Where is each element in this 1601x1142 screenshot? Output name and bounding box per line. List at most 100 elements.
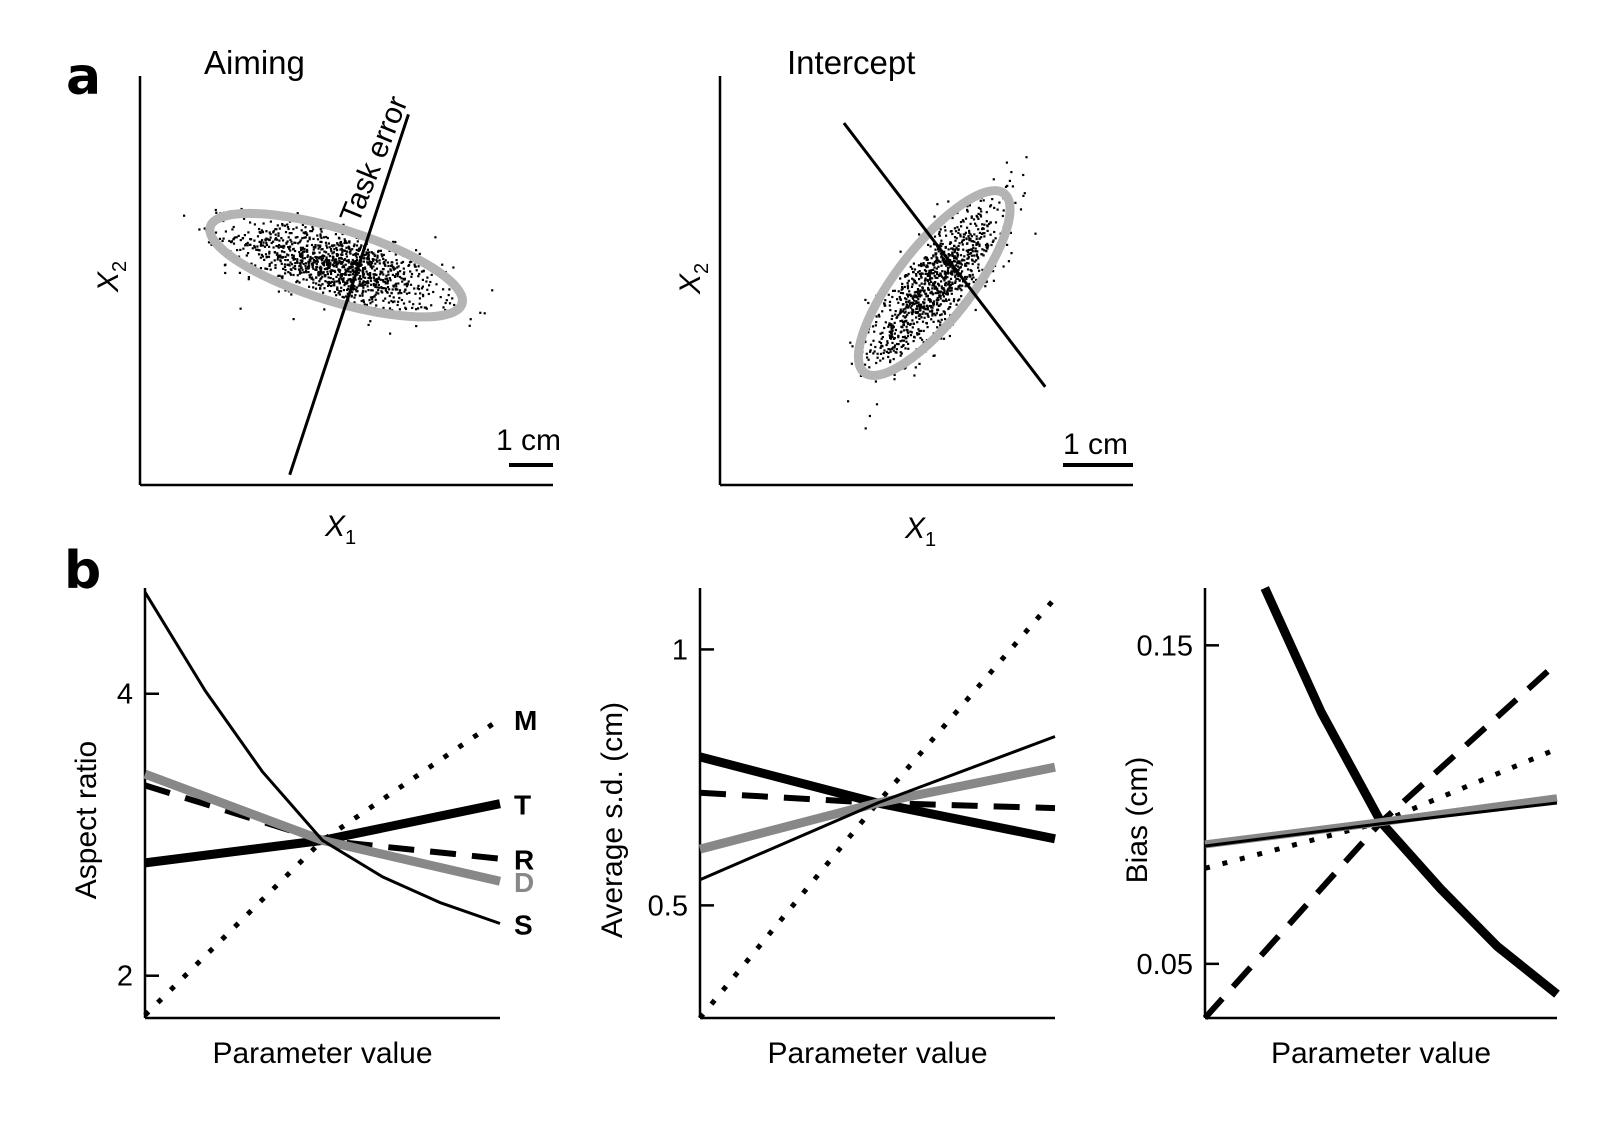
aiming-scatter-point [383, 287, 386, 290]
aiming-scatter-point [389, 264, 393, 268]
intercept-scatter-point [906, 274, 909, 277]
aiming-scatter-point [287, 254, 290, 257]
aiming-scatter-point [396, 275, 399, 278]
aiming-scatter-point [299, 264, 302, 267]
aiming-scatter-point [452, 266, 455, 269]
aiming-scatter-point [298, 269, 301, 272]
aiming-scatter-point [300, 266, 303, 269]
intercept-scatter-point [953, 227, 956, 230]
aiming-scatter-point [364, 276, 367, 279]
intercept-scatter-point [920, 276, 923, 279]
intercept-scatter-point [901, 287, 904, 290]
intercept-scatter-point [875, 315, 878, 318]
intercept-scatter-point [907, 279, 910, 282]
intercept-scatter-point [902, 323, 905, 326]
aiming-scatter-point [376, 281, 379, 284]
intercept-scatter-point [883, 302, 886, 305]
intercept-scatter-point [909, 301, 912, 304]
aiming-scatter-point [352, 270, 355, 274]
intercept-scatter-point [971, 250, 974, 253]
intercept-scatter-point [909, 330, 912, 333]
aiming-scatter-point [335, 260, 338, 263]
intercept-scatter-point [928, 299, 931, 302]
aiming-scatter-point [451, 297, 454, 300]
intercept-scatter-point [928, 283, 931, 286]
aiming-scatter-point [362, 267, 365, 270]
aiming-scatter-point [342, 223, 345, 226]
aiming-scatter-point [330, 250, 333, 253]
intercept-scatter-point [954, 248, 957, 251]
intercept-scatter-point [888, 330, 891, 334]
intercept-scatter-point [943, 250, 946, 253]
intercept-scatter-point [975, 259, 978, 262]
intercept-scatter-point [869, 343, 873, 346]
intercept-scatter-point [889, 348, 892, 351]
bias-series-t [1260, 586, 1560, 998]
aiming-scatter-point [327, 259, 330, 262]
aiming-scatter-point [407, 280, 410, 283]
aiming-scatter-point [303, 247, 306, 251]
intercept-scatter-point [918, 289, 921, 292]
intercept-scatter-point [953, 236, 957, 239]
intercept-scatter-point [922, 262, 925, 265]
bias-series-d [1204, 794, 1558, 849]
intercept-scatter-point [897, 301, 900, 304]
intercept-scatter-point [979, 213, 982, 216]
intercept-scatter-point [923, 264, 926, 267]
intercept-scatter-point [913, 299, 916, 302]
intercept-scatter-point [977, 228, 980, 231]
aiming-scatter-point [393, 300, 396, 303]
aiming-scatter-point [266, 238, 269, 241]
intercept-scatter-point [962, 248, 965, 251]
intercept-scatter-point [948, 254, 951, 257]
intercept-scatter-point [945, 234, 948, 237]
intercept-scatter-point [970, 278, 973, 281]
aiming-scatter-point [333, 259, 336, 262]
aiming-scatter-point [305, 267, 308, 270]
aiming-scatter-point [348, 251, 351, 254]
aiming-scatter-point [310, 273, 313, 276]
aiming-scatter-point [385, 287, 388, 290]
intercept-scatter-point [971, 258, 974, 261]
aiming-scatter-point [281, 223, 284, 226]
aiming-scatter-point [401, 280, 404, 283]
intercept-scatter-point [977, 257, 980, 260]
series-key-s: S [514, 910, 533, 941]
aiming-scatter-point [347, 259, 350, 262]
intercept-scatter-point [972, 280, 975, 284]
aiming-scatter-point [214, 231, 218, 234]
intercept-scatter-point [928, 270, 931, 273]
aiming-scatter-point [320, 259, 323, 262]
aiming-scatter-point [242, 247, 245, 250]
aiming-scatter-point [430, 273, 433, 276]
aiming-scatter-point [357, 271, 360, 274]
aiming-scatter-point [285, 242, 288, 245]
aiming-scatter-point [281, 250, 284, 253]
intercept-scatter-point [900, 325, 903, 328]
intercept-scatter-point [945, 292, 948, 296]
intercept-scatter-point [920, 316, 923, 319]
aiming-scatter-point [306, 265, 310, 268]
aiming-scatter-point [290, 232, 293, 235]
aiming-scatter-point [274, 228, 277, 231]
intercept-scatter-point [914, 310, 917, 313]
intercept-scatter-point [932, 302, 935, 305]
intercept-scatter-point [981, 223, 984, 226]
intercept-scatter-point [931, 287, 934, 290]
aiming-scatter-point [299, 239, 302, 242]
aiming-scatter-point [387, 301, 390, 304]
aiming-scatter-point [289, 272, 292, 275]
aiming-scatter-point [378, 286, 381, 289]
aiming-scatter-point [388, 288, 391, 291]
intercept-scatter-point [920, 294, 923, 297]
aiming-scatter-point [311, 226, 314, 229]
intercept-scatter-point [903, 285, 906, 289]
intercept-scatter-point [975, 250, 978, 253]
intercept-scatter-point [872, 339, 875, 342]
aiming-scatter-point [442, 306, 445, 309]
aiming-scatter-point [302, 231, 305, 234]
aiming-scatter-point [302, 278, 305, 281]
intercept-scatter-point [991, 198, 994, 201]
aiming-scatter-point [245, 254, 248, 257]
intercept-scatter-point [931, 309, 934, 312]
